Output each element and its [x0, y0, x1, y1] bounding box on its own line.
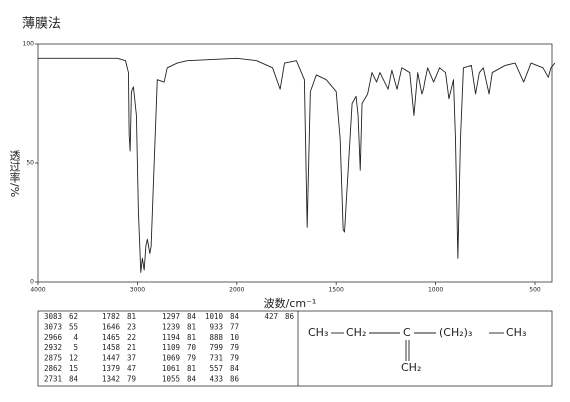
peak-transmittance: 62 — [69, 312, 78, 321]
peak-transmittance: 79 — [230, 354, 239, 363]
structure-branch: CH₂ — [401, 361, 421, 374]
peak-transmittance: 10 — [230, 333, 240, 342]
peak-transmittance: 86 — [230, 374, 240, 383]
peak-wavenumber: 2932 — [44, 343, 62, 352]
peak-transmittance: 77 — [230, 322, 239, 331]
peak-transmittance: 84 — [230, 312, 240, 321]
peak-wavenumber: 731 — [209, 354, 223, 363]
x-tick-label: 4000 — [30, 287, 45, 294]
structure-part: CH₃ — [506, 326, 526, 339]
peak-wavenumber: 433 — [209, 374, 223, 383]
peak-wavenumber: 427 — [264, 312, 278, 321]
peak-transmittance: 81 — [187, 364, 196, 373]
peak-transmittance: 21 — [127, 343, 136, 352]
peak-wavenumber: 1458 — [102, 343, 121, 352]
peak-wavenumber: 799 — [209, 343, 223, 352]
peak-wavenumber: 1239 — [162, 322, 180, 331]
structure-part: C — [403, 326, 411, 339]
bonds — [331, 332, 504, 361]
peak-wavenumber: 2731 — [44, 374, 62, 383]
peak-transmittance: 81 — [187, 322, 196, 331]
peak-wavenumber: 1010 — [205, 312, 224, 321]
peak-wavenumber: 557 — [209, 364, 223, 373]
spectrum-line — [38, 57, 556, 273]
peak-transmittance: 81 — [187, 333, 196, 342]
peak-wavenumber: 1069 — [162, 354, 180, 363]
chart-title: 薄膜法 — [22, 17, 61, 32]
y-tick-label: 100 — [23, 41, 35, 48]
peak-wavenumber: 2862 — [44, 364, 62, 373]
peak-wavenumber: 888 — [209, 333, 223, 342]
peak-wavenumber: 1194 — [162, 333, 181, 342]
peak-wavenumber: 3073 — [44, 322, 62, 331]
peak-transmittance: 15 — [69, 364, 78, 373]
peak-transmittance: 12 — [69, 354, 78, 363]
peak-wavenumber: 2875 — [44, 354, 62, 363]
peak-transmittance: 84 — [187, 374, 197, 383]
peak-transmittance: 47 — [127, 364, 136, 373]
x-tick-label: 2000 — [229, 287, 244, 294]
peak-transmittance: 79 — [230, 343, 239, 352]
x-tick-label: 3000 — [130, 287, 145, 294]
structure-part: CH₃ — [308, 326, 328, 339]
peak-transmittance: 55 — [69, 322, 78, 331]
peak-transmittance: 81 — [127, 312, 136, 321]
peak-transmittance: 22 — [127, 333, 136, 342]
peak-wavenumber: 1782 — [102, 312, 120, 321]
peak-wavenumber: 1379 — [102, 364, 120, 373]
peak-transmittance: 23 — [127, 322, 136, 331]
structure-part: CH₂ — [346, 326, 366, 339]
peak-wavenumber: 3083 — [44, 312, 62, 321]
peak-transmittance: 79 — [187, 354, 196, 363]
peak-transmittance: 4 — [73, 333, 78, 342]
peak-wavenumber: 1297 — [162, 312, 180, 321]
peak-wavenumber: 1055 — [162, 374, 180, 383]
peak-wavenumber: 933 — [209, 322, 223, 331]
peak-wavenumber: 1447 — [102, 354, 120, 363]
peak-wavenumber: 1465 — [102, 333, 120, 342]
peak-transmittance: 84 — [187, 312, 197, 321]
peak-transmittance: 37 — [127, 354, 136, 363]
peak-wavenumber: 1646 — [102, 322, 121, 331]
y-axis-label: 透过率/% — [8, 150, 21, 197]
peak-wavenumber: 2966 — [44, 333, 63, 342]
peak-transmittance: 84 — [230, 364, 240, 373]
peak-transmittance: 84 — [69, 374, 79, 383]
peak-wavenumber: 1342 — [102, 374, 120, 383]
peak-transmittance: 79 — [127, 374, 136, 383]
peak-transmittance: 70 — [187, 343, 197, 352]
structure-part: (CH₂)₃ — [439, 326, 472, 339]
peak-wavenumber: 1109 — [162, 343, 180, 352]
x-tick-label: 1000 — [428, 287, 443, 294]
peak-transmittance: 5 — [73, 343, 78, 352]
table-frame — [37, 310, 553, 387]
peak-wavenumber: 1061 — [162, 364, 180, 373]
x-axis-label: 波数/cm⁻¹ — [264, 297, 317, 310]
peak-transmittance: 86 — [285, 312, 295, 321]
x-tick-label: 500 — [529, 287, 541, 294]
y-tick-label: 0 — [30, 279, 34, 286]
x-tick-label: 1500 — [329, 287, 344, 294]
y-tick-label: 50 — [26, 160, 34, 167]
